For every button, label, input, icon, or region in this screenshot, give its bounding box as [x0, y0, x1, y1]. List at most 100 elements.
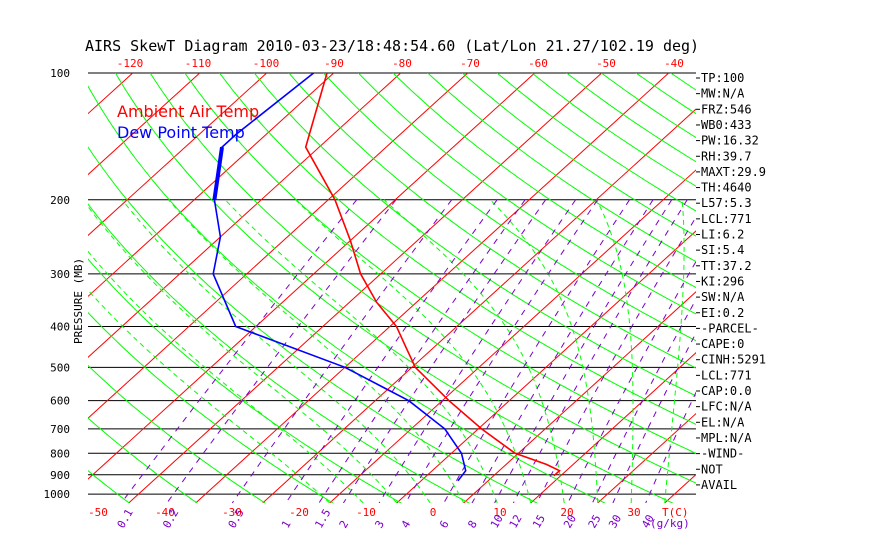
mixing-ratio-line — [120, 199, 358, 503]
mixing-ratio-line — [567, 260, 696, 503]
dry-adiabat-line — [88, 258, 402, 503]
isotherm-line — [530, 352, 696, 503]
isotherm-lines — [0, 73, 696, 503]
dry-adiabat-line — [253, 73, 696, 397]
mixing-ratio-value-label: 40 — [639, 513, 657, 531]
isotherm-line — [463, 291, 696, 503]
temp-axis-label: T(C) — [662, 506, 689, 519]
dry-adiabat-line — [88, 85, 606, 503]
mixing-ratio-value-label: 10 — [488, 513, 506, 531]
bottom-temp-label: 30 — [627, 506, 640, 519]
profile-series — [212, 73, 561, 482]
top-temp-label: -100 — [253, 57, 280, 70]
mixing-ratio-labels: 0.1 0.2 0.5 1 1.5 2 3 4 6 8 10 12 15 20 25 30 40 — [115, 507, 657, 531]
index-line: MAXT:29.9 — [701, 165, 766, 179]
dry-adiabat-line — [740, 73, 870, 503]
dry-adiabat-line — [0, 73, 61, 503]
dry-adiabat-line — [323, 73, 696, 342]
pressure-tick-label: 100 — [50, 67, 70, 80]
dry-adiabat-line — [288, 73, 696, 369]
moist-adiabat-line — [121, 199, 431, 503]
mixing-ratio-line — [591, 298, 696, 503]
pressure-tick-label: 900 — [50, 469, 70, 482]
moist-adiabat-line — [224, 199, 498, 503]
legend: Ambient Air Temp Dew Point Temp — [117, 102, 259, 142]
isotherm-line — [0, 73, 66, 503]
isotherm-line — [88, 73, 134, 115]
pressure-tick-label: 700 — [50, 423, 70, 436]
mixing-ratio-lines — [120, 199, 696, 503]
index-line: AVAIL — [701, 478, 737, 492]
mixing-ratio-line — [443, 199, 630, 503]
mixing-ratio-value-label: 30 — [606, 513, 624, 531]
index-line: L57:5.3 — [701, 196, 752, 210]
index-line: LCL:771 — [701, 368, 752, 382]
index-line: CAPE:0 — [701, 337, 744, 351]
isotherm-line — [88, 73, 469, 419]
index-line: WB0:433 — [701, 118, 752, 132]
mixing-ratio-line — [166, 199, 397, 503]
isotherm-line — [128, 73, 603, 503]
index-line: TP:100 — [701, 71, 744, 85]
isotherm-line — [262, 108, 696, 503]
index-line: -WIND- — [701, 447, 744, 461]
isotherm-line — [597, 412, 696, 503]
index-line: RH:39.7 — [701, 149, 752, 163]
pressure-tick-label: 600 — [50, 395, 70, 408]
mixing-ratio-value-label: 4 — [399, 518, 414, 531]
mixing-ratio-value-label: 6 — [437, 518, 452, 530]
index-line: MW:N/A — [701, 87, 745, 101]
bottom-temp-label: 0 — [430, 506, 437, 519]
index-line: CINH:5291 — [701, 353, 766, 367]
mixing-ratio-value-label: 12 — [507, 513, 525, 531]
isotherm-line — [88, 73, 268, 237]
isotherm-line — [88, 73, 402, 358]
pressure-tick-label: 500 — [50, 361, 70, 374]
mixing-ratio-value-label: 3 — [372, 518, 387, 530]
y-axis-label: PRESSURE (MB) — [72, 258, 85, 344]
isotherm-line — [396, 230, 696, 503]
dry-adiabat-line — [88, 311, 334, 503]
index-line: SI:5.4 — [701, 243, 744, 257]
bottom-temp-label: -50 — [88, 506, 108, 519]
index-line: -PARCEL- — [701, 321, 759, 335]
dry-adiabat-line — [462, 73, 696, 237]
dry-adiabat-line — [496, 73, 696, 212]
index-line: FRZ:546 — [701, 102, 752, 116]
mixing-ratio-unit-label: (g/kg) — [650, 517, 690, 530]
top-temp-label: -90 — [324, 57, 344, 70]
dry-adiabat-line — [88, 364, 266, 503]
top-temp-label: -80 — [392, 57, 412, 70]
dry-adiabat-lines — [0, 73, 870, 503]
index-line: EI:0.2 — [701, 306, 744, 320]
mixing-ratio-value-label: 15 — [530, 513, 548, 531]
mixing-ratio-value-label: 1.5 — [312, 507, 333, 531]
mixing-ratio-value-label: 0.1 — [115, 507, 136, 531]
bottom-temp-label: 20 — [560, 506, 573, 519]
mixing-ratio-line — [512, 199, 688, 503]
top-temp-label: -60 — [528, 57, 548, 70]
index-line: KI:296 — [701, 274, 744, 288]
mixing-ratio-line — [471, 199, 654, 503]
series-dew-point-temp — [212, 73, 467, 482]
chart-title: AIRS SkewT Diagram 2010-03-23/18:48:54.6… — [85, 37, 699, 55]
pressure-tick-label: 400 — [50, 321, 70, 334]
dry-adiabat-line — [114, 73, 673, 503]
dry-adiabat-line — [810, 73, 870, 503]
dry-adiabat-line — [88, 417, 198, 503]
isotherm-line — [195, 73, 670, 503]
index-line: TT:37.2 — [701, 259, 752, 273]
top-temp-label: -40 — [664, 57, 684, 70]
moist-adiabat-line — [88, 205, 398, 503]
index-line: EL:N/A — [701, 415, 745, 429]
moist-adiabat-lines — [88, 199, 685, 503]
index-line: LFC:N/A — [701, 400, 752, 414]
mixing-ratio-line — [612, 331, 696, 503]
pressure-tick-labels: 100 200 300 400 500 600 700 800 900 1000 — [44, 67, 71, 501]
mixing-ratio-value-label: 20 — [561, 513, 579, 531]
legend-ambient-air-temp: Ambient Air Temp — [117, 102, 259, 121]
mixing-ratio-line — [536, 216, 696, 503]
isotherm-line — [88, 73, 201, 176]
